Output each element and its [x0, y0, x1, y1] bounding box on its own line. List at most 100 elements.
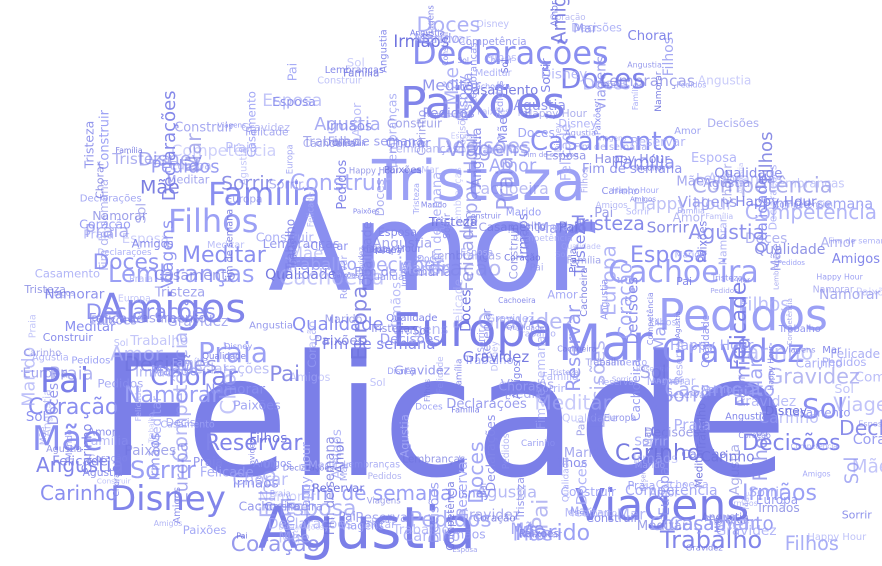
word-filler: Disney — [371, 516, 396, 525]
word-filler: Amor — [332, 438, 347, 473]
word-filler: Agustia — [513, 98, 566, 114]
word-filler: Sorrir — [647, 218, 690, 236]
word-coracao: Coração — [28, 395, 118, 420]
word-filler: Reservar — [312, 481, 364, 495]
word-filler: Pai — [263, 504, 276, 514]
word-filler: Europa — [371, 246, 402, 256]
word-irmaos: Irmãos — [742, 481, 817, 506]
word-filler: Esposa — [279, 496, 357, 521]
word-filler: Gravidez — [463, 348, 530, 366]
word-filler: Decisões — [587, 340, 610, 429]
word-filler: Família — [731, 337, 754, 407]
word-filler: Filhos — [552, 455, 588, 470]
word-filler: Chorar — [386, 137, 431, 152]
word-filler: Pedidos — [409, 507, 491, 532]
word-filler: Doces — [93, 250, 160, 275]
word-cloud-filler: FelicadeMarMãeDocesAngustiaIrmãosAmorPed… — [20, 0, 882, 557]
word-filler: Sol — [834, 382, 854, 397]
word-filler: Meditar — [475, 68, 512, 79]
word-filler: Construir — [466, 212, 502, 221]
word-filler: Meditar — [505, 387, 554, 402]
word-filler: Coração — [738, 431, 771, 440]
word-sol: Sol — [802, 392, 845, 425]
word-filler: Esposa — [858, 419, 882, 429]
word-felicade: Felicade — [98, 319, 787, 515]
word-filler: Pedidos — [335, 160, 350, 210]
word-filler: Declarações — [766, 164, 779, 230]
word-filler: Construir — [561, 485, 617, 499]
word-filler: Irmãos — [758, 501, 800, 515]
word-filler: Construir — [387, 117, 442, 131]
word-filler: Gravidez — [735, 394, 797, 410]
word-filler: Qualidade — [386, 313, 437, 324]
word-filler: Sol — [134, 203, 150, 224]
word-filler: Fim de semana — [764, 196, 873, 212]
word-filler: Paixões — [353, 206, 380, 215]
word-filler: Lembranças — [431, 249, 501, 263]
word-esposa: Esposa — [630, 243, 708, 268]
word-filler: Filhos — [756, 132, 777, 183]
word-filler: Lembranças — [773, 247, 781, 290]
word-filler: Felicade — [52, 454, 108, 470]
word-filler: Sol — [842, 457, 863, 485]
word-filler: Esposa — [272, 94, 316, 109]
word-filler: Amor — [708, 172, 743, 187]
word-amor: Amor — [268, 177, 596, 319]
word-filler: Declarações — [183, 361, 269, 377]
word-filler: Cachoeira — [279, 265, 385, 289]
word-filler: Carinho — [701, 449, 755, 465]
word-filler: Felicade — [200, 465, 254, 480]
word-filler: Fim de semana — [323, 436, 338, 535]
word-filler: Mãe — [676, 175, 704, 190]
word-filler: Construir — [98, 109, 113, 169]
word-filler: Marido — [65, 429, 75, 460]
word-filler: Coração — [550, 13, 586, 23]
word-filler: Praia — [225, 141, 257, 156]
word-filler: Família — [614, 153, 675, 173]
word-cloud-words: Felicade Amor Agustia Tristeza Paixões D… — [28, 34, 845, 562]
word-filler: Doces — [289, 240, 299, 265]
word-filler: Gravidez — [357, 247, 366, 280]
word-filler: Carinho — [403, 528, 460, 545]
word-filler: Marido — [506, 206, 541, 218]
word-filler: Felicade — [726, 282, 751, 371]
word-filler: Sol — [640, 363, 667, 383]
word-filler: Mar — [617, 506, 646, 524]
word-filler: Fim de semana — [430, 172, 445, 271]
word-filler: Chorar — [721, 163, 735, 205]
word-filler: Pai — [530, 263, 544, 274]
word-filler: Cachoeira — [239, 500, 300, 514]
word-filler: Meditar — [422, 77, 481, 95]
word-carinho: Carinho — [40, 481, 118, 505]
word-filler: Lembranças — [453, 167, 464, 227]
word-filler: Doces — [373, 179, 387, 216]
word-filler: Viagens — [594, 56, 610, 111]
word-filler: Agustia — [688, 220, 765, 244]
word-filler: Happy Hour — [525, 108, 588, 120]
word-filler: Felicade — [457, 218, 478, 292]
word-filler: Sorrir — [442, 213, 453, 239]
word-filler: Competência — [513, 233, 573, 244]
word-filler: Decisões — [124, 352, 217, 376]
word-filler: Pai — [559, 219, 579, 235]
word-filler: Namorar — [519, 529, 563, 540]
word-filler: Meditar — [694, 447, 706, 487]
word-filler: Irmãos — [326, 118, 372, 134]
word-filler: Sorrir — [662, 385, 713, 406]
word-filler: Casamento — [463, 83, 538, 98]
word-filler: Europa — [286, 144, 296, 174]
word-filler: Happy Hour — [595, 151, 671, 166]
word-lembrancas: Lembranças — [108, 260, 255, 288]
word-filler: Paixões — [333, 270, 360, 279]
word-filler: Construir — [174, 121, 234, 136]
word-filler: Sorrir — [221, 174, 273, 195]
word-filler: Sorrir — [634, 435, 667, 449]
word-disney: Disney — [110, 479, 226, 519]
word-filler: Namorar — [819, 287, 881, 303]
word-filler: Felicade — [451, 279, 465, 329]
word-filler: Praia — [193, 455, 223, 469]
word-filler: Família — [631, 82, 640, 110]
word-filler: Reservar — [562, 304, 585, 392]
word-filler: Amigos — [511, 361, 523, 399]
word-filler: Pai — [285, 63, 300, 82]
